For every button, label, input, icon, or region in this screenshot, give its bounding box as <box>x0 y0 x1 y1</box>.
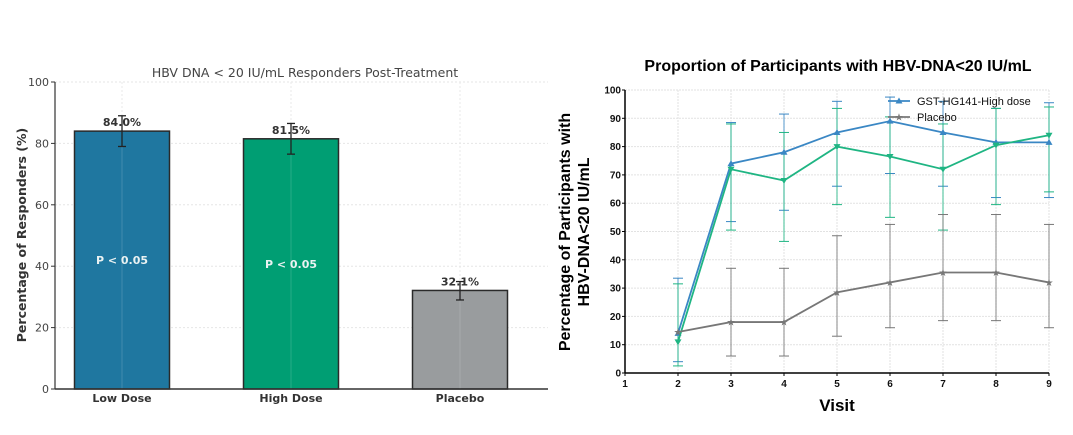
data-point <box>939 128 947 135</box>
data-point <box>674 339 682 346</box>
data-point <box>833 144 841 151</box>
y-tick-label: 40 <box>610 255 622 266</box>
y-tick-label: 70 <box>610 170 622 181</box>
data-point: ★ <box>833 288 842 299</box>
y-tick-label: 50 <box>610 227 622 238</box>
data-point: ★ <box>727 318 736 329</box>
data-point <box>1045 132 1053 139</box>
y-tick-label: 0 <box>615 369 621 380</box>
y-tick-label: 10 <box>610 340 622 351</box>
data-point <box>886 117 894 124</box>
bar-chart-y-label: Percentage of Responders (%) <box>14 128 29 342</box>
data-point <box>833 128 841 135</box>
bar <box>411 289 509 390</box>
y-tick-label: 20 <box>610 312 622 323</box>
data-point: ★ <box>895 113 904 124</box>
y-tick-label: 60 <box>610 199 622 210</box>
y-tick-label: 40 <box>35 260 49 273</box>
data-point <box>1045 138 1053 145</box>
x-tick-label: 5 <box>834 379 840 390</box>
data-point <box>727 166 735 173</box>
data-point: ★ <box>886 278 895 289</box>
x-tick-label: 8 <box>993 379 999 390</box>
data-point <box>886 154 894 161</box>
x-tick-label: 4 <box>781 379 787 390</box>
x-tick-label: 6 <box>887 379 893 390</box>
line-chart-y-label-2: HBV-DNA<20 IU/mL <box>576 157 593 306</box>
p-value-annotation: P < 0.05 <box>265 258 317 271</box>
line-chart-x-label: Visit <box>819 396 855 415</box>
value-label: 32.1% <box>441 275 479 288</box>
x-tick-label: 7 <box>940 379 946 390</box>
y-tick-label: 90 <box>610 114 622 125</box>
value-label: 84.0% <box>103 116 141 129</box>
data-point: ★ <box>992 268 1001 279</box>
data-point <box>939 166 947 173</box>
x-tick-label: 9 <box>1046 379 1052 390</box>
bar <box>242 138 340 390</box>
x-tick-label: 1 <box>622 379 628 390</box>
x-tick-label: High Dose <box>259 392 322 405</box>
series-line <box>677 134 1050 343</box>
y-tick-label: 80 <box>610 142 622 153</box>
y-tick-label: 20 <box>35 322 49 335</box>
line-chart-y-label-1: Percentage of Participants with <box>557 113 574 351</box>
x-tick-label: 3 <box>728 379 734 390</box>
x-tick-label: Placebo <box>436 392 485 405</box>
data-point <box>895 97 903 104</box>
data-point <box>727 160 735 167</box>
data-point <box>992 142 1000 149</box>
y-tick-label: 100 <box>604 86 621 97</box>
x-tick-label: 2 <box>675 379 681 390</box>
y-tick-label: 80 <box>35 137 49 150</box>
bar-chart: HBV DNA < 20 IU/mL Responders Post-Treat… <box>14 65 548 405</box>
data-point <box>780 148 788 155</box>
series-line <box>677 120 1049 334</box>
y-tick-label: 30 <box>610 284 622 295</box>
line-chart: Proportion of Participants with HBV-DNA<… <box>557 58 1054 415</box>
data-point <box>780 178 788 185</box>
data-point: ★ <box>1045 278 1054 289</box>
y-tick-label: 100 <box>28 76 49 89</box>
p-value-annotation: P < 0.05 <box>96 254 148 267</box>
data-point: ★ <box>780 318 789 329</box>
legend-label: GST-HG141-High dose <box>917 96 1031 108</box>
y-tick-label: 60 <box>35 199 49 212</box>
line-chart-title: Proportion of Participants with HBV-DNA<… <box>644 58 1031 75</box>
bar-chart-title: HBV DNA < 20 IU/mL Responders Post-Treat… <box>152 65 458 80</box>
data-point: ★ <box>939 268 948 279</box>
y-tick-label: 0 <box>42 383 49 396</box>
x-tick-label: Low Dose <box>92 392 151 405</box>
series-line <box>677 271 1050 333</box>
value-label: 81.5% <box>272 124 310 137</box>
legend-label: Placebo <box>917 112 957 124</box>
data-point: ★ <box>674 327 683 338</box>
